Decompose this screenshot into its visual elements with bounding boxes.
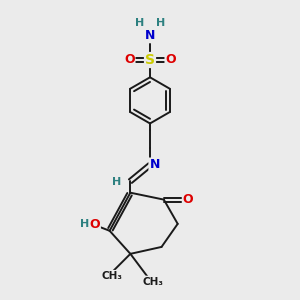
Text: H: H <box>112 177 121 187</box>
Text: O: O <box>183 193 194 206</box>
Text: O: O <box>166 53 176 67</box>
Text: H: H <box>135 18 144 28</box>
Text: N: N <box>149 158 160 172</box>
Text: O: O <box>124 53 134 67</box>
Text: CH₃: CH₃ <box>101 271 122 281</box>
Text: H: H <box>156 18 165 28</box>
Text: S: S <box>145 53 155 67</box>
Text: CH₃: CH₃ <box>143 277 164 286</box>
Text: H: H <box>80 219 89 229</box>
Text: N: N <box>145 29 155 42</box>
Text: O: O <box>89 218 100 232</box>
